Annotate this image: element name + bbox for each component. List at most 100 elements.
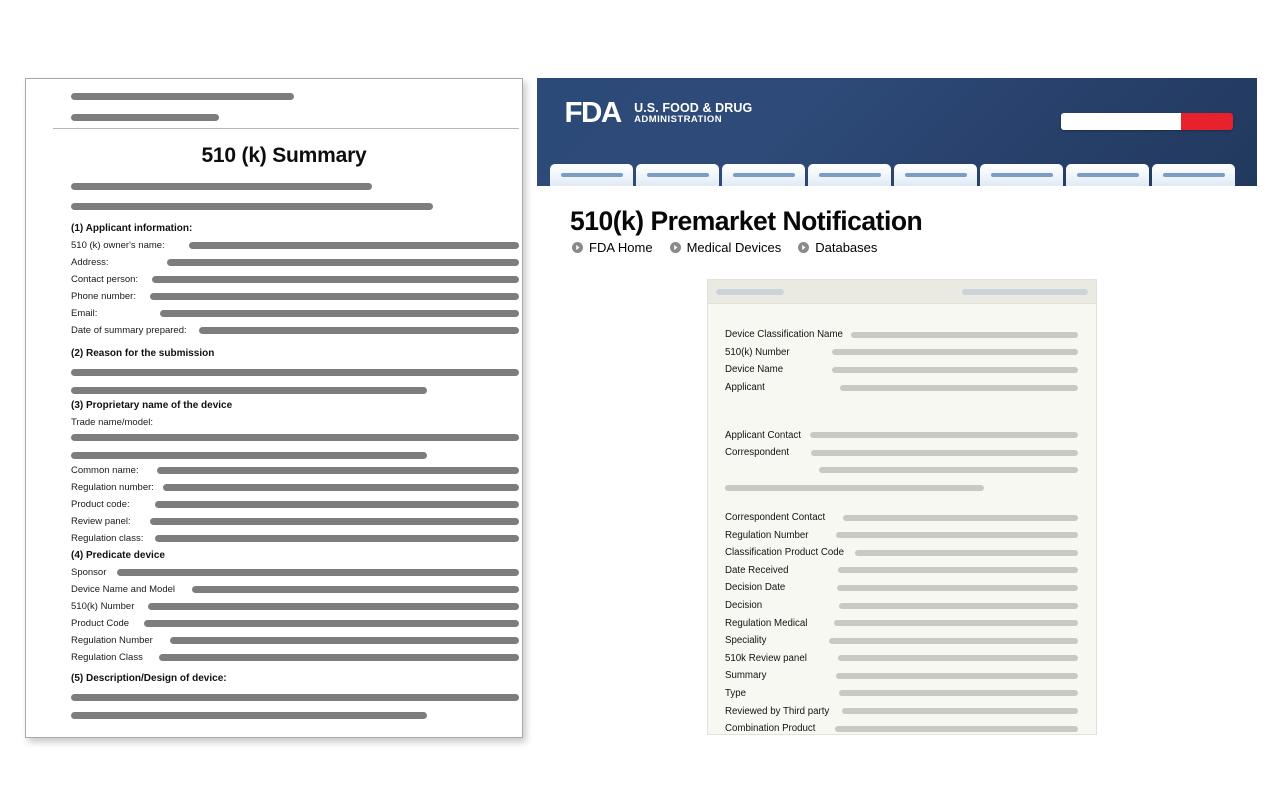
field-value-bar xyxy=(162,484,519,491)
nav-tab-5[interactable] xyxy=(894,164,977,186)
section-heading-5: (5) Description/Design of device: xyxy=(71,673,227,684)
trade-name-label: Trade name/model: xyxy=(71,417,154,428)
fda-logo[interactable]: FDA U.S. FOOD & DRUG ADMINISTRATION xyxy=(564,97,752,129)
panel-field-label: Correspondent xyxy=(725,447,790,459)
field-value-bar xyxy=(149,293,519,300)
section-heading-1: (1) Applicant information: xyxy=(71,223,193,234)
trade-name-line-1 xyxy=(71,434,519,441)
site-search[interactable] xyxy=(1061,113,1233,130)
panel-field-value-bar xyxy=(836,532,1078,539)
panel-field-value-bar xyxy=(839,602,1078,609)
field-row-regulation-class: Regulation class: xyxy=(71,533,519,544)
field-row-regulation-number-predicate: Regulation Number xyxy=(71,635,519,646)
panel-group-gap-2 xyxy=(725,497,1078,509)
page-title: 510(k) Premarket Notification xyxy=(570,206,923,236)
nav-tab-label-placeholder xyxy=(1162,173,1225,177)
panel-row-device-classification-name: Device Classification Name xyxy=(725,326,1078,344)
panel-field-value-bar xyxy=(839,384,1078,391)
field-row-email: Email: xyxy=(71,308,519,319)
nav-tab-6[interactable] xyxy=(980,164,1063,186)
breadcrumb-label: FDA Home xyxy=(589,240,653,255)
panel-field-value-bar xyxy=(835,725,1078,732)
panel-field-label: Classification Product Code xyxy=(725,547,844,559)
agency-name-line-2: ADMINISTRATION xyxy=(634,114,723,126)
field-label: Device Name and Model xyxy=(71,584,176,595)
nav-tab-label-placeholder xyxy=(560,173,623,177)
panel-field-value-bar xyxy=(837,655,1078,662)
search-button[interactable] xyxy=(1181,113,1233,130)
field-value-bar xyxy=(198,327,519,334)
field-row-phone-number: Phone number: xyxy=(71,291,519,302)
panel-row-applicant-contact: Applicant Contact xyxy=(725,426,1078,444)
nav-tab-3[interactable] xyxy=(722,164,805,186)
section-heading-2: (2) Reason for the submission xyxy=(71,348,215,359)
breadcrumb-item-medical-devices[interactable]: Medical Devices xyxy=(669,240,782,255)
panel-field-label: Reviewed by Third party xyxy=(725,705,830,717)
field-row-regulation-number: Regulation number: xyxy=(71,482,519,493)
field-label: Review panel: xyxy=(71,516,131,527)
panel-field-value-bar xyxy=(832,366,1078,373)
field-row-owner-name: 510 (k) owner's name: xyxy=(71,240,519,251)
panel-field-value-bar xyxy=(843,514,1078,521)
panel-row-regulation-medical: Regulation Medical xyxy=(725,614,1078,632)
panel-row-correspondent-contact: Correspondent Contact xyxy=(725,509,1078,527)
panel-field-value-bar xyxy=(842,708,1078,715)
fda-logo-mark: FDA xyxy=(564,97,622,129)
panel-field-value-bar xyxy=(855,549,1078,556)
nav-tab-4[interactable] xyxy=(808,164,891,186)
nav-tab-7[interactable] xyxy=(1066,164,1149,186)
circle-arrow-icon xyxy=(572,242,583,253)
panel-row-510k-review-panel: 510k Review panel xyxy=(725,650,1078,668)
section-5-line-1 xyxy=(71,694,519,701)
panel-field-label: Regulation Number xyxy=(725,529,809,541)
panel-field-value-bar xyxy=(829,637,1078,644)
breadcrumb-label: Medical Devices xyxy=(686,240,782,255)
field-label: Regulation number: xyxy=(71,482,154,493)
panel-field-label: Correspondent Contact xyxy=(725,512,826,524)
field-row-product-code: Product code: xyxy=(71,499,519,510)
nav-tab-label-placeholder xyxy=(732,173,795,177)
panel-field-label: Device Name xyxy=(725,364,784,376)
panel-field-value-bar xyxy=(725,484,984,491)
panel-field-label: Device Classification Name xyxy=(725,329,843,341)
panel-field-value-bar xyxy=(834,620,1078,627)
field-value-bar xyxy=(144,620,519,627)
breadcrumb-item-fda-home[interactable]: FDA Home xyxy=(572,240,653,255)
panel-field-value-bar xyxy=(811,449,1078,456)
nav-tab-2[interactable] xyxy=(636,164,719,186)
field-label: Regulation Class xyxy=(71,652,143,663)
panel-field-label: Speciality xyxy=(725,635,767,647)
panel-row-classification-product-code: Classification Product Code xyxy=(725,544,1078,562)
panel-fields: Device Classification Name 510(k) Number… xyxy=(708,304,1096,737)
panel-field-label: Regulation Medical xyxy=(725,617,808,629)
circle-arrow-icon xyxy=(798,242,810,253)
panel-row-combination-product: Combination Product xyxy=(725,720,1078,738)
panel-field-label: 510(k) Number xyxy=(725,346,790,358)
panel-row-decision: Decision xyxy=(725,597,1078,615)
field-label: Email: xyxy=(71,308,98,319)
panel-field-value-bar xyxy=(837,584,1078,591)
field-row-sponsor: Sponsor xyxy=(71,567,519,578)
breadcrumb-item-databases[interactable]: Databases xyxy=(798,240,877,255)
nav-tab-8[interactable] xyxy=(1152,164,1235,186)
doc-subtitle-line-1 xyxy=(71,183,372,190)
panel-field-label: Combination Product xyxy=(725,723,816,735)
field-label: Phone number: xyxy=(71,291,136,302)
section-heading-4: (4) Predicate device xyxy=(71,550,165,561)
search-input[interactable] xyxy=(1061,113,1181,130)
field-value-bar xyxy=(152,276,519,283)
nav-tab-label-placeholder xyxy=(990,173,1053,177)
panel-field-label: Decision xyxy=(725,600,763,612)
panel-row-speciality: Speciality xyxy=(725,632,1078,650)
field-value-bar xyxy=(154,501,519,508)
nav-tab-1[interactable] xyxy=(550,164,633,186)
section-heading-3: (3) Proprietary name of the device xyxy=(71,400,233,411)
panel-row-device-name: Device Name xyxy=(725,361,1078,379)
document-content: 510 (k) Summary (1) Applicant informatio… xyxy=(53,79,519,737)
panel-toolbar-right-placeholder xyxy=(962,288,1088,295)
field-value-bar xyxy=(155,535,519,542)
panel-row-regulation-number: Regulation Number xyxy=(725,526,1078,544)
panel-field-label: Decision Date xyxy=(725,582,786,594)
field-label: Regulation Number xyxy=(71,635,153,646)
breadcrumb: FDA Home Medical Devices Databases xyxy=(572,240,877,255)
